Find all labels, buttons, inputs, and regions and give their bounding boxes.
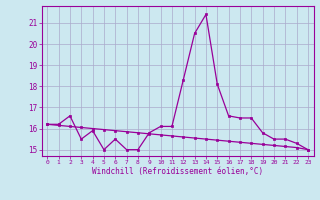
X-axis label: Windchill (Refroidissement éolien,°C): Windchill (Refroidissement éolien,°C): [92, 167, 263, 176]
